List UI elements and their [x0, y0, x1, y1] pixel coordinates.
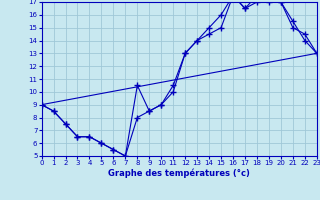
X-axis label: Graphe des températures (°c): Graphe des températures (°c) — [108, 169, 250, 178]
